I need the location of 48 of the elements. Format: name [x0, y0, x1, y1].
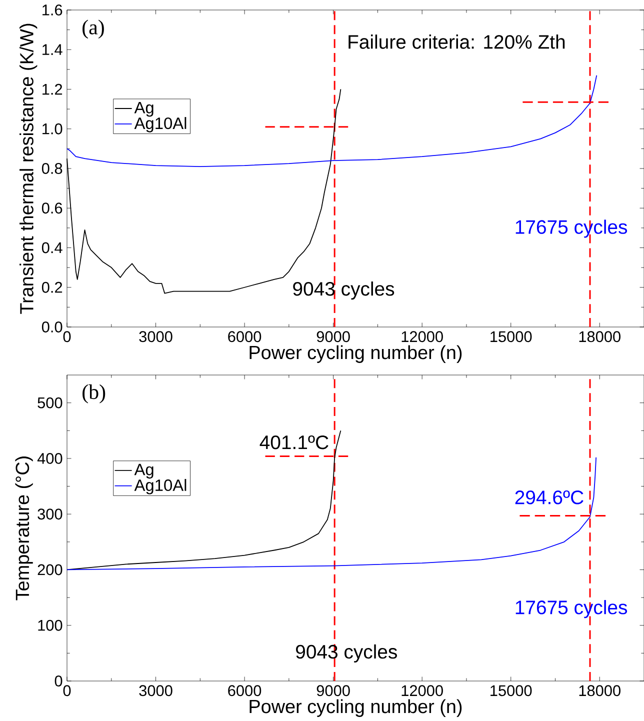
y-tick-label: 0.6	[42, 202, 62, 214]
legend-label: Ag10Al	[134, 117, 186, 132]
x-tick-label: 9000	[316, 685, 350, 696]
y-tick-label: 1.0	[42, 123, 62, 134]
x-tick-label: 15000	[490, 331, 532, 342]
x-tick-label: 3000	[139, 685, 172, 696]
x-tick-label: 0	[63, 685, 71, 696]
x-axis-title: Power cycling number (n)	[250, 345, 462, 363]
line-series	[66, 456, 597, 570]
annotation: 17675 cycles	[516, 600, 628, 618]
y-tick-label: 0.4	[42, 242, 62, 254]
x-tick-label: 12000	[402, 331, 443, 342]
annotation: 17675 cycles	[516, 220, 628, 238]
x-tick-label: 15000	[490, 685, 532, 696]
x-tick-label: 6000	[228, 331, 262, 342]
annotation: (a)	[82, 20, 104, 39]
annotation: (b)	[82, 384, 106, 404]
x-tick-label: 18000	[579, 331, 620, 342]
line-series	[66, 74, 598, 167]
y-tick-label: 100	[38, 620, 62, 631]
y-axis-title: Temperature (°C)	[15, 456, 33, 600]
x-tick-label: 9000	[316, 331, 350, 342]
annotation: 9043 cycles	[296, 644, 397, 663]
legend-label: Ag	[134, 464, 154, 479]
x-tick-label: 0	[63, 331, 71, 342]
legend-label: Ag	[134, 102, 154, 117]
y-tick-label: 0	[54, 676, 62, 686]
y-tick-label: 0.8	[42, 163, 62, 174]
y-tick-label: 500	[38, 397, 62, 408]
y-tick-label: 1.6	[42, 4, 62, 16]
x-tick-label: 18000	[579, 685, 620, 696]
x-axis-title: Power cycling number (n)	[250, 699, 462, 717]
annotation: 9043 cycles	[293, 281, 394, 300]
legend-label: Ag10Al	[134, 478, 186, 494]
y-tick-label: 1.4	[42, 44, 62, 55]
y-tick-label: 300	[38, 508, 62, 520]
y-tick-label: 1.2	[42, 84, 62, 95]
x-tick-label: 12000	[402, 685, 443, 696]
annotation: Failure criteria: 120% Zth	[348, 34, 565, 49]
y-tick-label: 200	[38, 564, 62, 576]
y-tick-label: 0.0	[42, 322, 62, 332]
annotation: 294.6ºC	[515, 490, 584, 504]
y-tick-label: 0.2	[42, 282, 62, 293]
x-tick-label: 6000	[228, 685, 262, 696]
y-axis-title: Transient thermal resistance (K/W)	[20, 24, 38, 314]
y-tick-label: 400	[37, 452, 62, 464]
annotation: 401.1ºC	[260, 435, 328, 450]
x-tick-label: 3000	[139, 331, 172, 342]
